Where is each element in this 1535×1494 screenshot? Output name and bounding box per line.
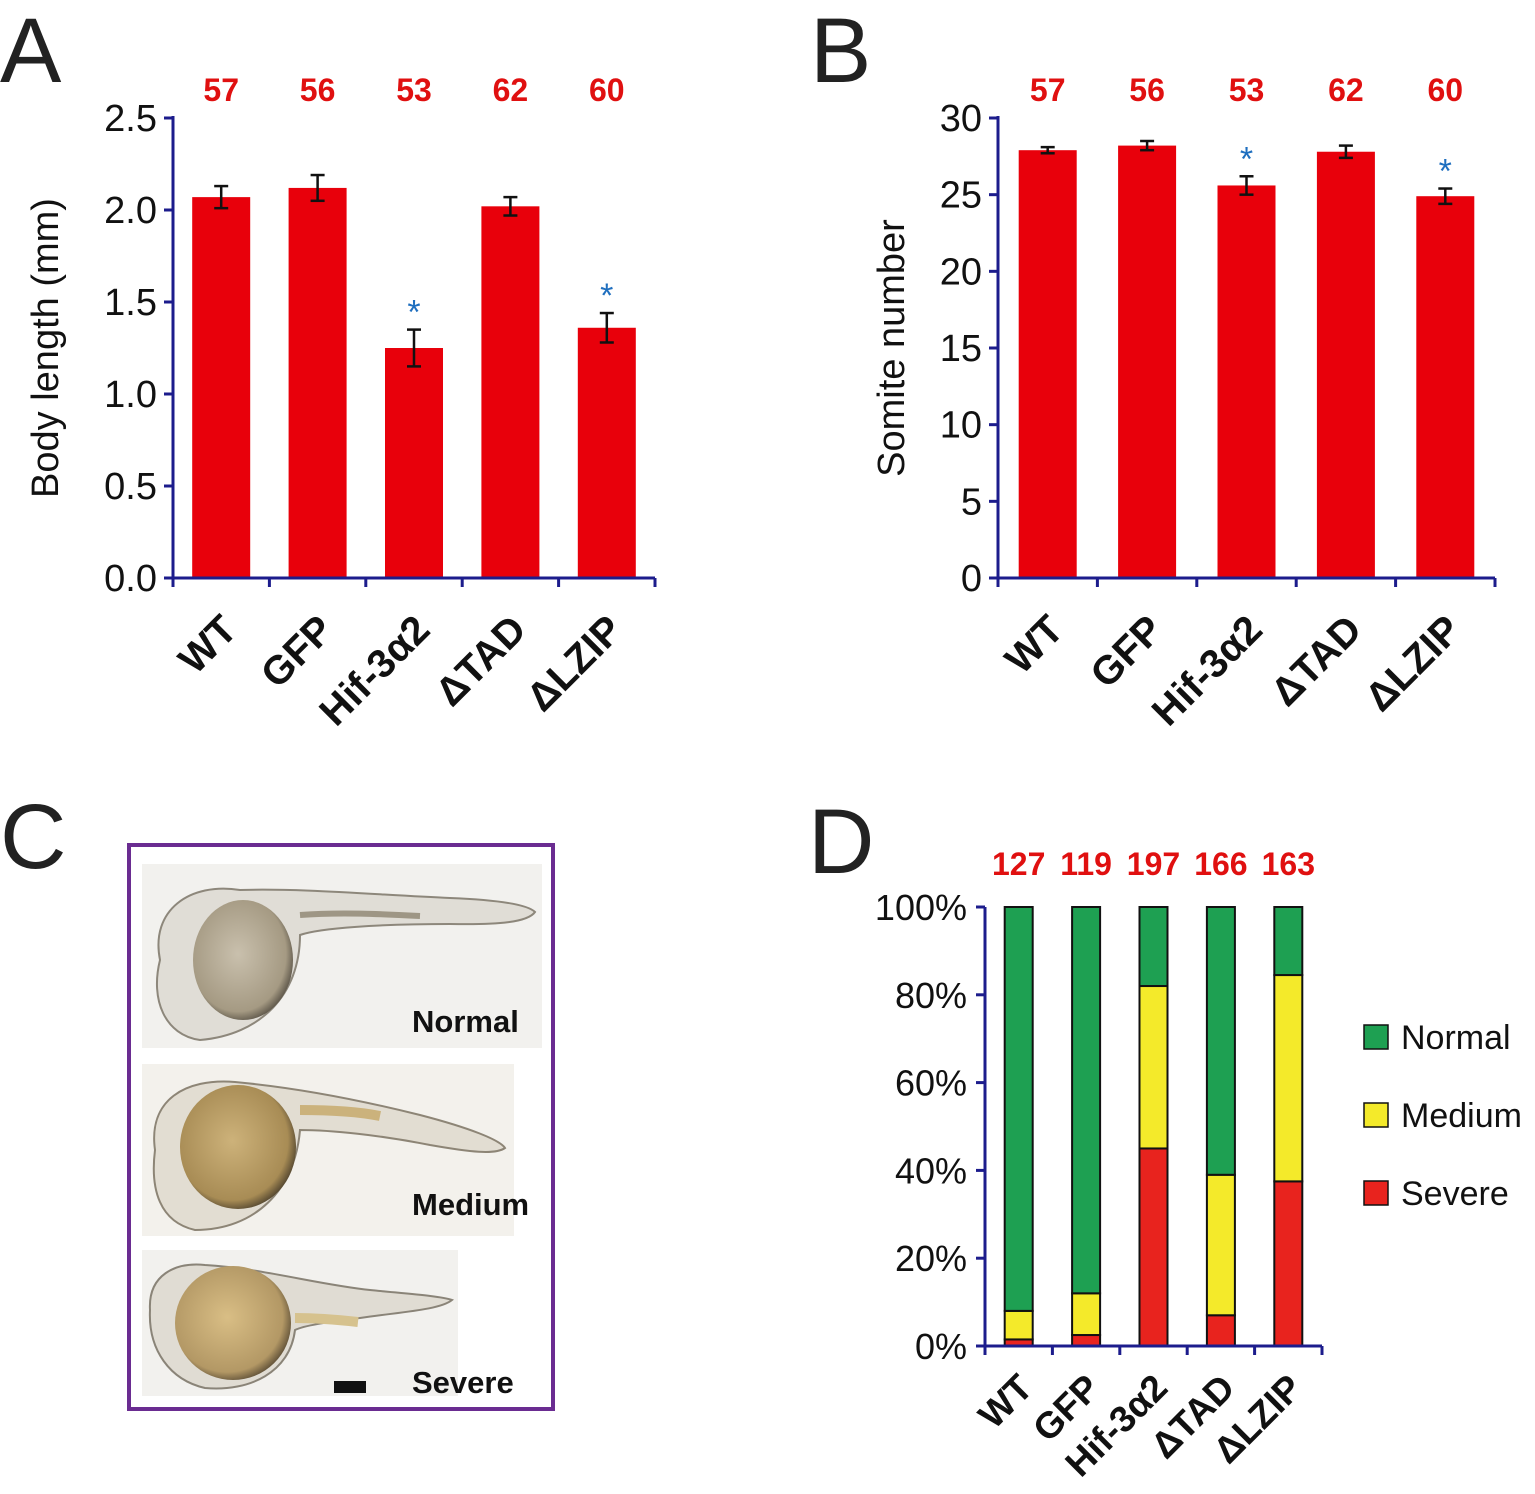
legend-swatch-normal [1363, 1024, 1389, 1050]
n-label: 197 [1127, 846, 1180, 882]
legend-swatch-medium [1363, 1102, 1389, 1128]
category-label: WT [997, 607, 1072, 682]
n-label: 56 [300, 72, 336, 108]
stacked-segment-severe [1138, 1147, 1169, 1347]
panel-c-photos: Normal Medium Severe [127, 843, 555, 1411]
y-tick-label: 5 [961, 481, 982, 523]
y-axis-label: Body length (mm) [25, 198, 67, 498]
stacked-segment-normal [1138, 906, 1169, 988]
n-label: 53 [396, 72, 432, 108]
panel-letter-d: D [808, 791, 874, 893]
chart-a-body-length: 0.0 0.5 1.0 1.5 2.0 2.5 57 WT 56 GFP * 53 Hif-3α2 62 Δ… [25, 72, 657, 734]
y-tick-label: 60% [895, 1063, 967, 1104]
category-label: GFP [1082, 607, 1171, 696]
photo-label-normal: Normal [412, 1004, 519, 1039]
category-label: Hif-3α2 [311, 607, 438, 734]
panel-letter-c: C [0, 786, 66, 888]
bar [1217, 185, 1276, 578]
bar [1316, 151, 1375, 578]
stacked-segment-medium [1205, 1173, 1236, 1317]
stacked-segment-normal [1205, 906, 1236, 1176]
photo-label-medium: Medium [412, 1187, 529, 1222]
y-axis-label: Somite number [871, 219, 913, 477]
bar [385, 348, 443, 578]
n-label: 60 [1428, 72, 1464, 108]
bar [288, 187, 347, 579]
y-tick-label: 30 [940, 98, 982, 140]
legend-label-severe: Severe [1401, 1175, 1509, 1213]
n-label: 60 [589, 72, 625, 108]
y-tick-label: 15 [940, 328, 982, 370]
y-tick-label: 0.5 [104, 466, 157, 508]
photo-label-severe: Severe [412, 1365, 514, 1400]
n-label: 53 [1229, 72, 1265, 108]
chart-b-somite-number: 0 5 10 15 20 25 30 57 WT 56 GFP * 53 Hif-3α2 62 ΔTAD * 60… [871, 72, 1497, 734]
y-tick-label: 2.0 [104, 190, 157, 232]
y-tick-label: 20% [895, 1238, 967, 1279]
panel-letter-b: B [810, 0, 871, 102]
significance-star: * [1439, 153, 1452, 191]
legend-label-normal: Normal [1401, 1019, 1511, 1057]
y-tick-label: 1.0 [104, 374, 157, 416]
stacked-segment-normal [1071, 906, 1102, 1295]
y-tick-label: 25 [940, 175, 982, 217]
n-label: 62 [493, 72, 529, 108]
y-tick-label: 1.5 [104, 282, 157, 324]
y-tick-label: 0% [915, 1326, 967, 1367]
stacked-segment-severe [1071, 1334, 1102, 1348]
embryo-photo-normal: Normal [142, 864, 542, 1048]
category-label: ΔLZIP [1357, 607, 1470, 720]
bar [1018, 150, 1077, 578]
legend-label-medium: Medium [1401, 1097, 1522, 1135]
category-label: ΔLZIP [518, 607, 631, 720]
stacked-segment-medium [1138, 985, 1169, 1150]
y-tick-label: 100% [875, 887, 967, 928]
embryo-photo-medium: Medium [142, 1064, 529, 1236]
bar [192, 197, 251, 578]
stacked-segment-medium [1003, 1309, 1034, 1341]
stacked-segment-medium [1273, 974, 1304, 1183]
n-label: 57 [1030, 72, 1066, 108]
n-label: 119 [1060, 846, 1112, 882]
scale-bar [334, 1381, 366, 1393]
y-tick-label: 20 [940, 251, 982, 293]
embryo-photo-severe: Severe [142, 1250, 514, 1400]
significance-star: * [407, 294, 420, 332]
category-label: Hif-3α2 [1144, 607, 1271, 734]
n-label: 56 [1129, 72, 1165, 108]
y-tick-label: 0.0 [104, 558, 157, 600]
stacked-segment-severe [1205, 1314, 1236, 1348]
bar [481, 206, 540, 578]
y-tick-label: 10 [940, 405, 982, 447]
category-label: GFP [253, 607, 342, 696]
n-label: 57 [203, 72, 239, 108]
n-label: 163 [1262, 846, 1315, 882]
y-tick-label: 40% [895, 1150, 967, 1191]
n-label: 166 [1194, 846, 1247, 882]
bar [1416, 196, 1475, 578]
legend-swatch-severe [1363, 1180, 1389, 1206]
category-label: ΔTAD [1263, 607, 1370, 714]
n-label: 127 [992, 846, 1045, 882]
y-tick-label: 2.5 [104, 98, 157, 140]
significance-star: * [1240, 140, 1253, 178]
bar [1118, 145, 1177, 578]
category-label: WT [170, 607, 245, 682]
category-label: ΔTAD [427, 607, 534, 714]
n-label: 62 [1328, 72, 1364, 108]
chart-d-phenotype-distribution: 0%20%40%60%80%100%127WT119GFP197Hif-3α21… [875, 846, 1522, 1484]
bar [577, 327, 636, 578]
significance-star: * [600, 277, 613, 315]
photo-frame [127, 843, 555, 1411]
panel-letter-a: A [0, 0, 62, 102]
stacked-segment-medium [1071, 1292, 1102, 1337]
stacked-segment-normal [1273, 906, 1304, 977]
y-tick-label: 80% [895, 975, 967, 1016]
stacked-segment-severe [1273, 1180, 1304, 1347]
stacked-segment-normal [1003, 906, 1034, 1312]
y-tick-label: 0 [961, 558, 982, 600]
